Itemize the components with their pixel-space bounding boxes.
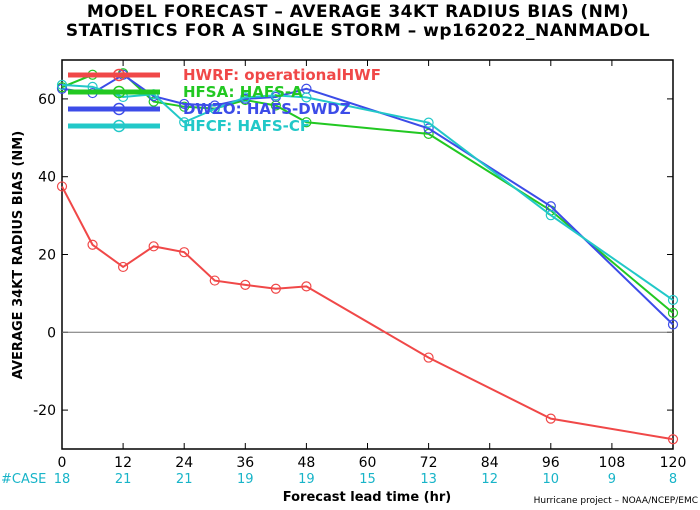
data-point [240, 92, 251, 103]
data-point [209, 103, 220, 115]
legend-label: DWZO: HAFS-DWDZ [183, 100, 351, 118]
case-count: 19 [237, 472, 254, 487]
x-tick-label: 72 [420, 455, 438, 471]
x-ticks: 0 12 24 36 48 60 72 84 96 108 120 [58, 60, 687, 471]
case-count: 18 [54, 472, 71, 487]
chart-title: MODEL FORECAST – AVERAGE 34KT RADIUS BIA… [87, 2, 629, 22]
series-line [61, 73, 674, 326]
case-count: 12 [481, 472, 498, 487]
x-tick-label: 24 [175, 455, 193, 471]
y-tick-label: 0 [47, 325, 56, 341]
legend-marker [112, 119, 126, 133]
data-point [545, 413, 556, 424]
legend-label: HFSA: HAFS-A [183, 83, 303, 101]
data-point [423, 352, 434, 363]
x-axis-label: Forecast lead time (hr) [283, 490, 451, 505]
data-point [667, 319, 679, 330]
data-point [179, 98, 190, 110]
case-count: 21 [176, 472, 193, 487]
chart-subtitle: STATISTICS FOR A SINGLE STORM – wp162022… [66, 21, 650, 41]
y-tick-label: 40 [38, 170, 56, 186]
data-point [301, 92, 312, 103]
legend-marker [112, 102, 126, 116]
y-axis-label: AVERAGE 34KT RADIUS BIAS (NM) [11, 131, 26, 379]
x-tick-label: 96 [542, 455, 560, 471]
case-count: 15 [359, 472, 376, 487]
case-label: #CASE [1, 472, 46, 487]
data-point [667, 307, 679, 318]
x-tick-label: 60 [359, 455, 377, 471]
case-count: 9 [608, 472, 616, 487]
x-tick-label: 120 [660, 455, 687, 471]
case-count: 10 [543, 472, 560, 487]
data-point [301, 281, 312, 292]
data-point [148, 241, 159, 252]
data-point [179, 101, 190, 112]
series-line [61, 83, 674, 301]
series-group [56, 68, 679, 445]
footer-credit: Hurricane project – NOAA/NCEP/EMC [534, 496, 698, 506]
case-count: 8 [669, 472, 677, 487]
x-tick-label: 12 [114, 455, 132, 471]
data-point [179, 117, 190, 128]
data-point [209, 275, 220, 286]
data-point [423, 123, 434, 134]
x-tick-label: 84 [481, 455, 499, 471]
data-point [56, 79, 68, 90]
legend-marker [112, 85, 126, 99]
data-point [56, 181, 68, 192]
x-tick-label: 48 [297, 455, 315, 471]
data-point [301, 117, 312, 128]
data-point [117, 261, 129, 273]
data-point [423, 117, 434, 128]
data-point [240, 279, 251, 290]
case-count: 19 [298, 472, 315, 487]
case-count: 21 [115, 472, 132, 487]
data-point [270, 283, 281, 294]
case-count: 13 [420, 472, 437, 487]
legend-marker [112, 68, 126, 82]
x-tick-label: 0 [58, 455, 67, 471]
data-point [667, 294, 679, 306]
data-point [87, 239, 98, 250]
x-tick-label: 108 [599, 455, 626, 471]
y-tick-label: 60 [38, 92, 56, 108]
series-line [61, 185, 674, 441]
data-point [545, 210, 556, 221]
legend-label: HFCF: HAFS-CF [183, 117, 310, 135]
case-counts: 18 21 21 19 19 15 13 12 10 9 8 [54, 472, 677, 487]
data-point [667, 434, 679, 445]
plot-frame [61, 59, 674, 450]
y-ticks: -20 0 20 40 60 [33, 92, 673, 419]
data-point [56, 83, 68, 94]
data-point [179, 247, 190, 258]
y-tick-label: 20 [38, 248, 56, 264]
legend-label: HWRF: operationalHWF [183, 66, 381, 84]
x-tick-label: 36 [236, 455, 254, 471]
y-tick-label: -20 [33, 403, 56, 419]
data-point [270, 90, 281, 101]
